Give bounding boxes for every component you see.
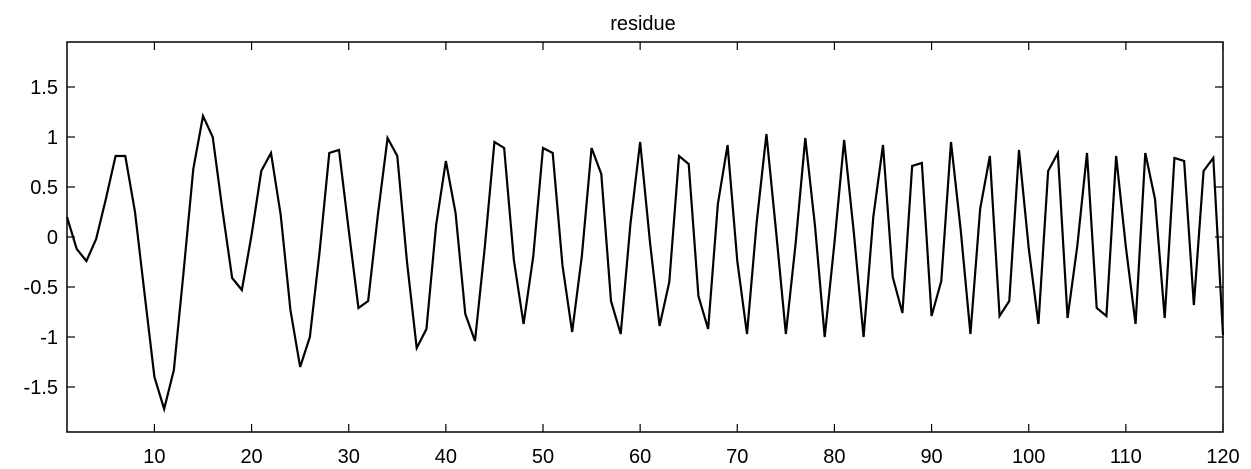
x-axis-ticks: 10 20 30 40 50 60 70 80 90 100 110 120 <box>143 42 1240 468</box>
x-tick-label: 90 <box>920 446 942 468</box>
x-tick-label: 10 <box>143 446 165 468</box>
y-tick-label: 1.5 <box>30 77 58 99</box>
x-tick-label: 100 <box>1012 446 1045 468</box>
x-tick-label: 60 <box>629 446 651 468</box>
y-tick-label: 0.5 <box>30 177 58 199</box>
x-tick-label: 80 <box>823 446 845 468</box>
plot-frame <box>66 41 1224 433</box>
series-line <box>65 112 1225 414</box>
y-axis-ticks: -1.5 -1 -0.5 0 0.5 1 1.5 <box>24 77 1223 399</box>
y-tick-label: -1.5 <box>24 377 58 399</box>
x-tick-label: 50 <box>532 446 554 468</box>
y-tick-label: -0.5 <box>24 277 58 299</box>
x-tick-label: 70 <box>726 446 748 468</box>
y-tick-label: -1 <box>40 327 58 349</box>
chart-title: residue <box>610 13 676 35</box>
x-tick-label: 30 <box>338 446 360 468</box>
x-tick-label: 120 <box>1206 446 1239 468</box>
x-tick-label: 110 <box>1110 446 1142 468</box>
y-tick-label: 0 <box>47 227 58 249</box>
x-tick-label: 40 <box>435 446 457 468</box>
series-layer <box>65 112 1225 414</box>
x-tick-label: 20 <box>240 446 262 468</box>
y-tick-label: 1 <box>47 127 58 149</box>
